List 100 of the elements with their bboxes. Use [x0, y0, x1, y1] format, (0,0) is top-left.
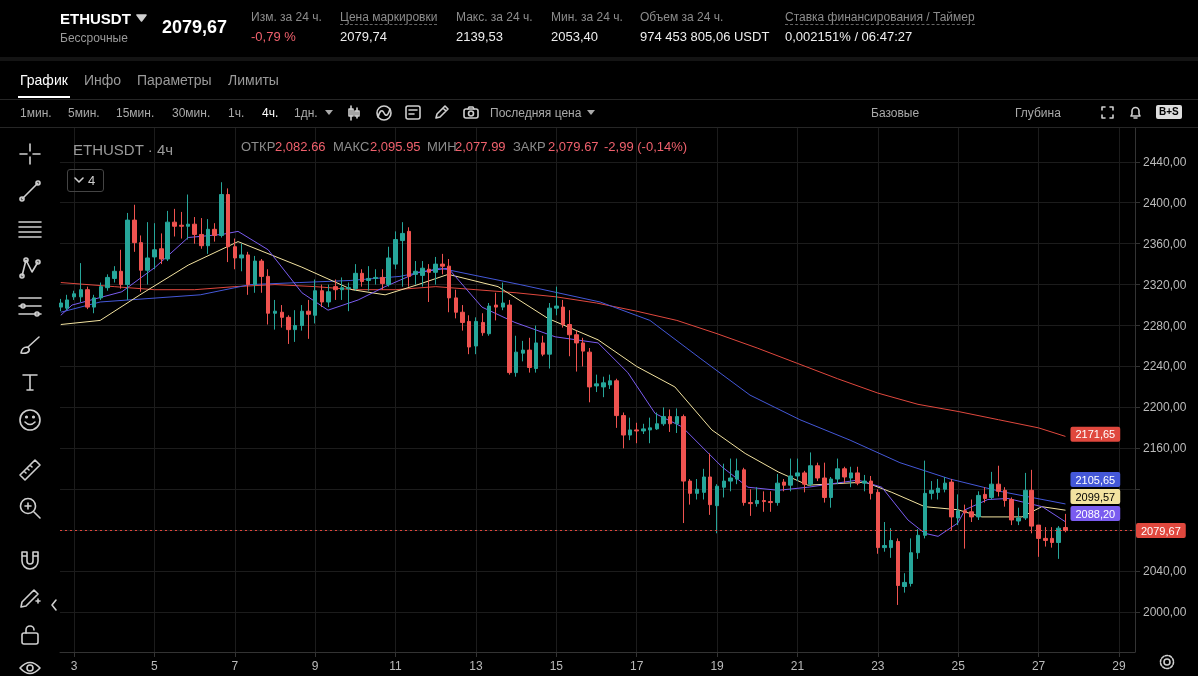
candlestick	[413, 260, 418, 286]
candlestick	[172, 208, 177, 237]
text: 1ч.	[228, 106, 245, 121]
candlestick	[132, 204, 137, 253]
candlestick	[661, 406, 666, 427]
line-series	[60, 282, 1066, 437]
x-tick-label: 3	[70, 659, 78, 673]
text: 1дн.	[294, 106, 318, 121]
candlestick	[306, 299, 311, 340]
candlestick	[943, 476, 947, 493]
y-tick-label: 2280,00	[1143, 318, 1187, 333]
text: 4ч.	[262, 106, 279, 121]
candlestick	[581, 337, 585, 367]
candlestick	[835, 458, 840, 485]
candlestick	[735, 458, 739, 485]
candlestick	[923, 460, 927, 539]
candlestick	[206, 218, 210, 255]
candlestick	[1016, 507, 1021, 526]
candlestick	[775, 473, 780, 507]
candlestick	[728, 458, 733, 492]
candlestick	[467, 314, 471, 355]
x-tick-label: 19	[710, 659, 725, 673]
candlestick	[621, 412, 626, 449]
candlestick	[119, 249, 123, 290]
candlestick	[360, 268, 364, 288]
candlestick	[226, 187, 230, 263]
candlestick	[554, 286, 559, 316]
x-tick-label: 7	[231, 659, 239, 673]
candlestick	[976, 490, 981, 521]
candlestick	[601, 376, 606, 398]
candlestick	[882, 521, 887, 553]
text: B+S	[1156, 105, 1182, 119]
candlestick	[253, 255, 257, 294]
candlestick	[366, 265, 371, 292]
candlestick	[373, 268, 378, 286]
candlestick	[159, 232, 164, 265]
text: 1мин.	[20, 106, 52, 121]
candlestick	[722, 463, 726, 498]
annotation: 2,082.66	[275, 139, 326, 155]
candlestick	[481, 312, 485, 337]
text: Последняя цена	[490, 106, 582, 121]
candlestick	[1063, 513, 1068, 533]
candlestick	[702, 468, 706, 501]
text: ETHUSDT · 4ч	[73, 141, 174, 158]
annotation: 2,095.95	[370, 139, 421, 155]
candlestick	[59, 298, 63, 312]
x-tick-label: 21	[790, 659, 805, 673]
candlestick	[273, 299, 277, 331]
candlestick	[1050, 526, 1054, 549]
candlestick	[1036, 524, 1041, 558]
x-tick-label: 15	[549, 659, 564, 673]
candlestick	[755, 486, 759, 508]
candlestick	[280, 304, 284, 329]
text: Базовые	[871, 106, 920, 121]
candlestick	[534, 325, 538, 374]
candlestick	[139, 234, 143, 293]
candlestick	[608, 374, 612, 390]
candlestick	[748, 488, 753, 517]
candlestick	[655, 412, 659, 431]
candlestick	[507, 299, 512, 376]
annotation: МИН	[427, 139, 457, 155]
candlestick	[561, 299, 565, 329]
candlestick	[795, 458, 800, 482]
candlestick	[541, 335, 545, 357]
text: 5мин.	[68, 106, 100, 121]
candlestick	[594, 374, 599, 393]
candlestick	[842, 466, 847, 484]
candlestick	[641, 423, 646, 435]
candlestick	[715, 483, 719, 534]
candlestick	[112, 265, 117, 284]
candlestick	[695, 478, 699, 501]
candlestick	[614, 378, 619, 429]
candlestick	[929, 480, 934, 501]
candlestick	[293, 309, 297, 343]
annotation: 4	[88, 173, 96, 189]
candlestick	[85, 286, 90, 310]
candlestick	[862, 474, 867, 492]
candlestick	[808, 451, 813, 487]
candlestick	[246, 251, 250, 296]
y-tick-label: 2240,00	[1143, 359, 1187, 374]
x-tick-label: 17	[630, 659, 644, 673]
candlestick	[440, 253, 445, 275]
candlestick	[326, 284, 331, 308]
candlestick	[567, 309, 572, 357]
candlestick	[219, 181, 224, 239]
candlestick	[956, 493, 960, 526]
candlestick	[634, 422, 639, 444]
candlestick	[688, 478, 692, 506]
annotation: ОТКР	[241, 139, 276, 155]
candlestick	[313, 278, 317, 324]
y-tick-label: 2000,00	[1143, 605, 1187, 620]
text: Макс. за 24 ч.	[456, 10, 533, 25]
candlestick	[380, 268, 385, 291]
candlestick	[815, 462, 820, 482]
candlestick	[527, 337, 532, 374]
candlestick	[876, 488, 880, 555]
candlestick	[199, 217, 204, 250]
candlestick	[802, 470, 807, 493]
candlestick	[648, 417, 652, 444]
data-label: 2171,65	[1075, 428, 1116, 441]
